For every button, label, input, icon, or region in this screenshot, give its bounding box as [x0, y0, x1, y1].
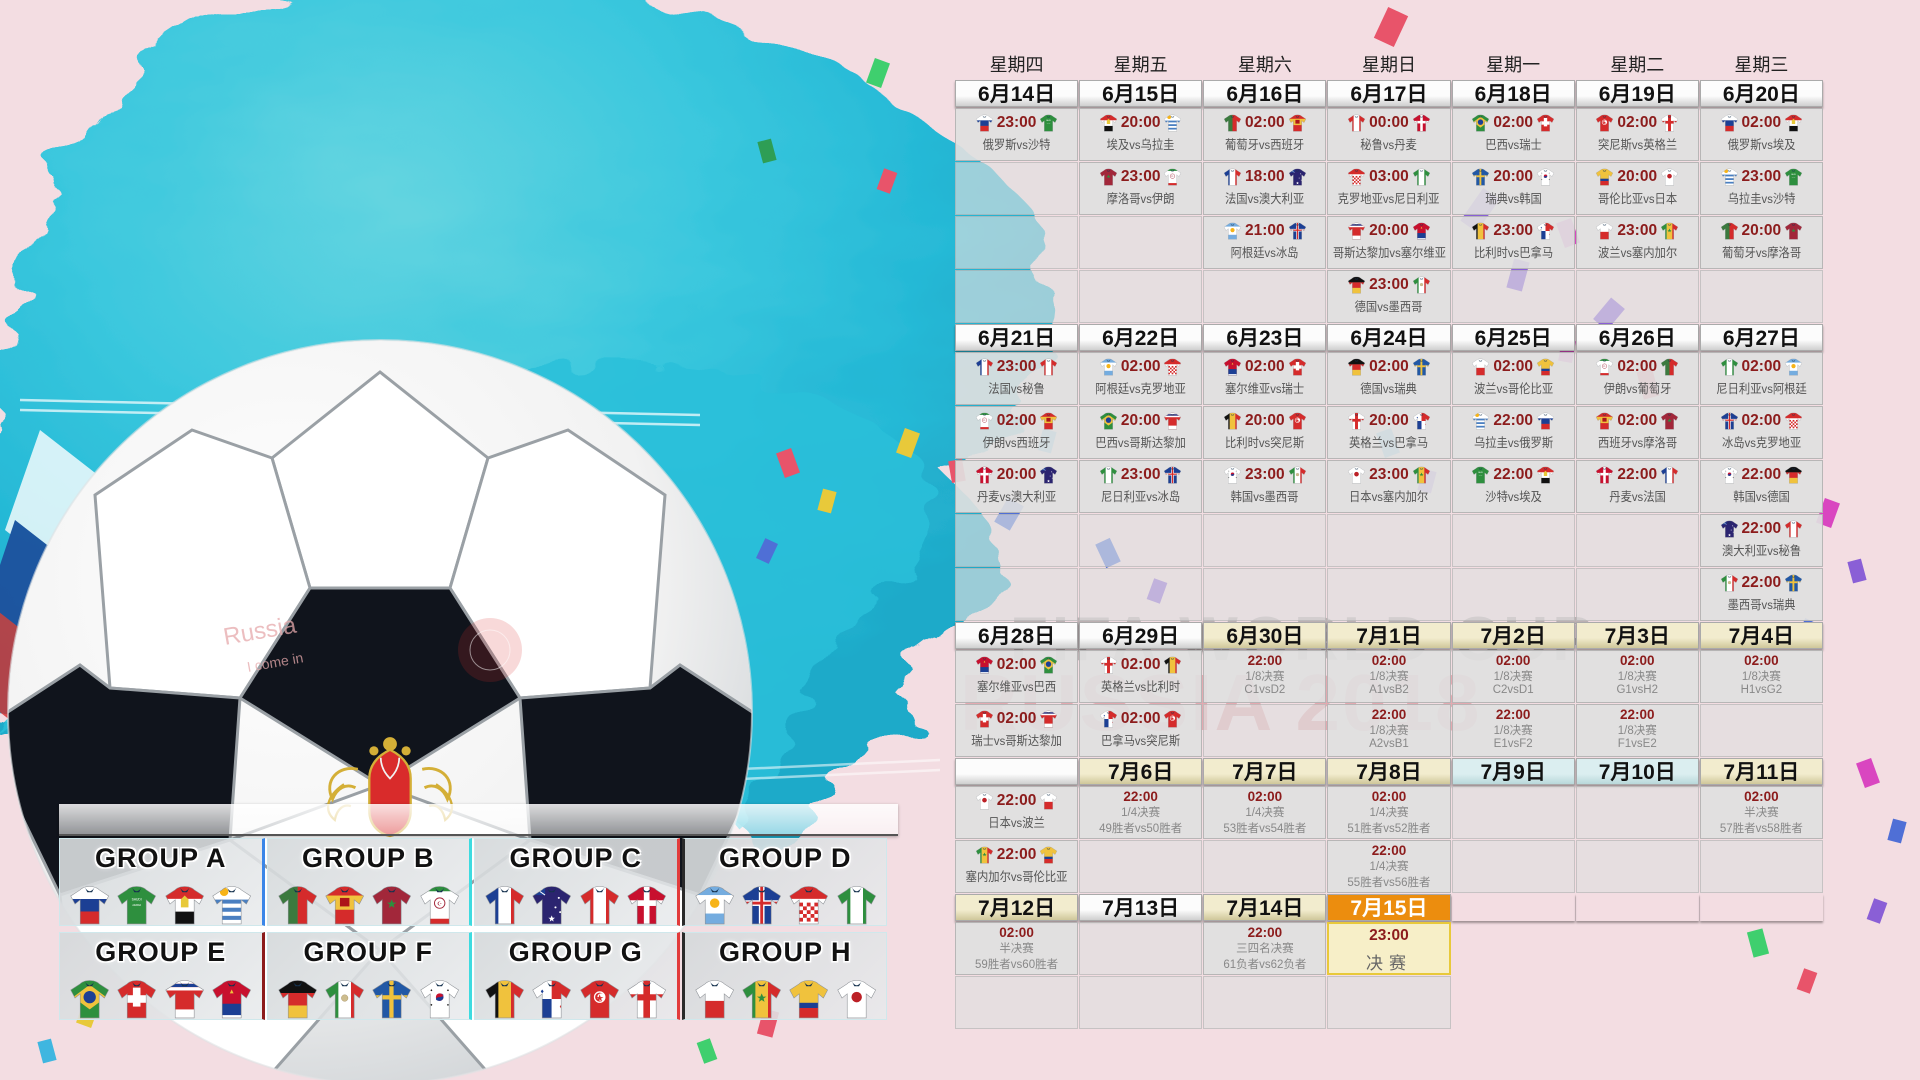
svg-text:☪: ☪ — [437, 900, 442, 907]
svg-text:ARABIA: ARABIA — [133, 904, 142, 907]
svg-text:SAUDI: SAUDI — [132, 897, 142, 901]
